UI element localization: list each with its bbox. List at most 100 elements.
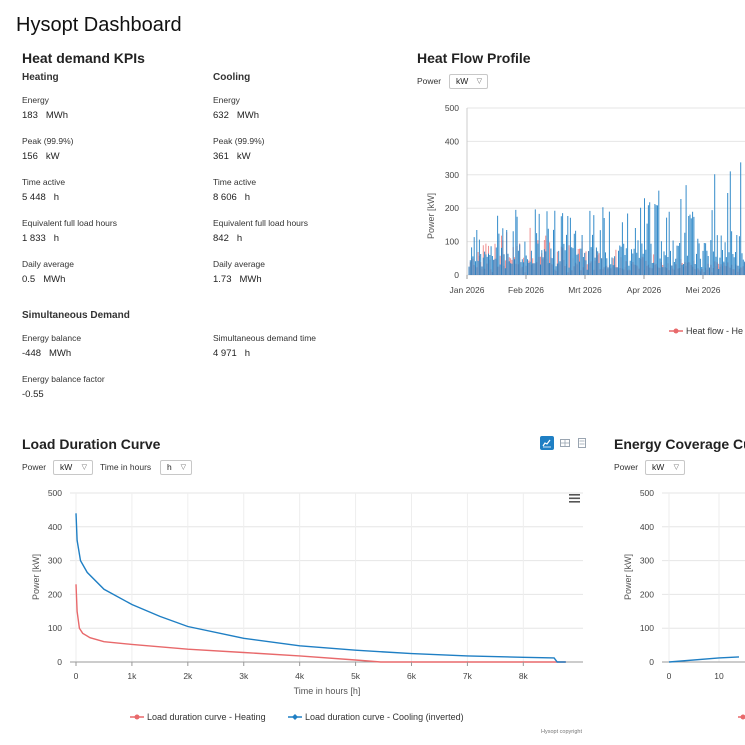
heating-energy-label: Energy — [22, 95, 49, 105]
cooling-curve — [75, 513, 566, 663]
chevron-down-icon: ▽ — [180, 464, 186, 471]
x-tick-label: Jan 2026 — [450, 285, 485, 295]
x-tick-label: 5k — [351, 671, 361, 681]
heating-header: Heating — [22, 72, 59, 83]
balance-factor-label: Energy balance factor — [22, 374, 105, 384]
heating-energy-value: 183 MWh — [22, 110, 69, 121]
heating-curve — [75, 584, 566, 663]
legend-cooling-marker — [292, 714, 298, 720]
cooling-series — [468, 162, 745, 275]
y-tick-label: 300 — [445, 170, 459, 180]
hamburger-menu-icon[interactable] — [569, 494, 580, 503]
balance-factor-value: -0.55 — [22, 389, 44, 400]
x-tick-label: 10 — [714, 671, 724, 681]
cooling-daily-avg-value: 1.73 MWh — [213, 274, 262, 285]
chart-credit: Hysopt copyright — [541, 729, 582, 735]
cooling-peak-value: 361 kW — [213, 151, 251, 162]
heat-flow-title: Heat Flow Profile — [417, 50, 531, 66]
y-tick-label: 400 — [48, 522, 62, 532]
x-tick-label: 2k — [183, 671, 193, 681]
heating-daily-avg-label: Daily average — [22, 259, 74, 269]
energy-coverage-chart: 0 100 200 300 400 500 0 10 Power [kW] — [623, 488, 745, 720]
energy-balance-label: Energy balance — [22, 333, 82, 343]
cooling-time-active-value: 8 606 h — [213, 192, 251, 203]
load-duration-time-unit-select[interactable]: h ▽ — [160, 460, 192, 475]
line-chart-icon[interactable] — [540, 436, 554, 450]
heat-flow-legend[interactable]: Heat flow - He — [669, 326, 743, 336]
energy-balance-value: -448 MWh — [22, 348, 72, 359]
heating-daily-avg-value: 0.5 MWh — [22, 274, 66, 285]
y-tick-label: 500 — [640, 488, 654, 498]
simultaneous-time-label: Simultaneous demand time — [213, 333, 317, 343]
calculator-icon[interactable] — [575, 436, 589, 450]
y-tick-label: 400 — [640, 522, 654, 532]
y-tick-label: 500 — [445, 103, 459, 113]
y-tick-label: 300 — [48, 556, 62, 566]
heating-peak-value: 156 kW — [22, 151, 60, 162]
cooling-header: Cooling — [213, 72, 251, 83]
energy-coverage-power-unit-select[interactable]: kW ▽ — [645, 460, 685, 475]
x-tick-label: 6k — [407, 671, 417, 681]
y-tick-label: 400 — [445, 136, 459, 146]
cooling-time-active-label: Time active — [213, 177, 257, 187]
cooling-daily-avg-label: Daily average — [213, 259, 265, 269]
load-duration-power-unit-value: kW — [60, 462, 73, 472]
x-tick-label: 7k — [463, 671, 473, 681]
y-tick-label: 0 — [57, 657, 62, 667]
y-tick-label: 100 — [445, 237, 459, 247]
x-tick-label: 3k — [239, 671, 249, 681]
heat-flow-chart: 0 100 200 300 400 500 Jan 2026 Feb 2026 Mrt 202… — [426, 103, 745, 336]
y-tick-label: 100 — [640, 623, 654, 633]
cooling-eflh-value: 842 h — [213, 233, 243, 244]
load-duration-title: Load Duration Curve — [22, 436, 161, 452]
load-duration-power-label: Power — [22, 462, 47, 472]
load-duration-time-unit-value: h — [167, 462, 172, 472]
x-tick-label: Apr 2026 — [627, 285, 662, 295]
y-tick-label: 300 — [640, 556, 654, 566]
simultaneous-header: Simultaneous Demand — [22, 310, 130, 321]
legend-cooling-label: Load duration curve - Cooling (inverted) — [305, 712, 464, 722]
y-tick-label: 0 — [649, 657, 654, 667]
table-icon[interactable] — [558, 436, 572, 450]
heat-flow-y-axis-title: Power [kW] — [426, 193, 436, 239]
energy-coverage-power-label: Power — [614, 462, 639, 472]
energy-coverage-title: Energy Coverage Cur — [614, 436, 745, 452]
cooling-energy-value: 632 MWh — [213, 110, 260, 121]
heating-time-active-value: 5 448 h — [22, 192, 60, 203]
load-duration-time-label: Time in hours — [100, 462, 152, 472]
y-tick-label: 200 — [445, 203, 459, 213]
x-tick-label: Feb 2026 — [508, 285, 544, 295]
y-tick-label: 200 — [640, 589, 654, 599]
load-duration-legend[interactable]: Load duration curve - Heating Load durat… — [130, 712, 464, 722]
x-tick-label: 0 — [74, 671, 79, 681]
cooling-eflh-label: Equivalent full load hours — [213, 218, 308, 228]
legend-heating-label: Heat flow - He — [686, 326, 743, 336]
x-tick-label: 1k — [127, 671, 137, 681]
load-duration-y-axis-title: Power [kW] — [31, 554, 41, 600]
heating-time-active-label: Time active — [22, 177, 66, 187]
chevron-down-icon: ▽ — [476, 78, 482, 85]
x-tick-label: Mei 2026 — [686, 285, 721, 295]
chevron-down-icon: ▽ — [673, 464, 679, 471]
simultaneous-time-value: 4 971 h — [213, 348, 251, 359]
load-duration-power-unit-select[interactable]: kW ▽ — [53, 460, 93, 475]
x-tick-label: 4k — [295, 671, 305, 681]
page-title: Hysopt Dashboard — [16, 14, 182, 36]
energy-coverage-power-unit-value: kW — [652, 462, 665, 472]
kpi-section-title: Heat demand KPIs — [22, 50, 145, 66]
heating-eflh-label: Equivalent full load hours — [22, 218, 117, 228]
heat-flow-power-unit-value: kW — [456, 76, 469, 86]
heat-flow-power-unit-select[interactable]: kW ▽ — [449, 74, 488, 89]
coverage-curve — [668, 656, 740, 663]
y-tick-label: 0 — [454, 270, 459, 280]
load-duration-chart: 0 100 200 300 400 500 0 1k 2k 3k 4k 5k 6k 7k 8k Power… — [31, 488, 583, 735]
legend-heating-marker — [673, 328, 679, 334]
heat-flow-power-label: Power — [417, 76, 442, 86]
legend-heating-marker — [740, 714, 745, 720]
y-tick-label: 500 — [48, 488, 62, 498]
heating-eflh-value: 1 833 h — [22, 233, 60, 244]
cooling-peak-label: Peak (99.9%) — [213, 136, 265, 146]
x-tick-label: Mrt 2026 — [568, 285, 602, 295]
load-duration-x-axis-title: Time in hours [h] — [294, 686, 361, 696]
heating-peak-label: Peak (99.9%) — [22, 136, 74, 146]
